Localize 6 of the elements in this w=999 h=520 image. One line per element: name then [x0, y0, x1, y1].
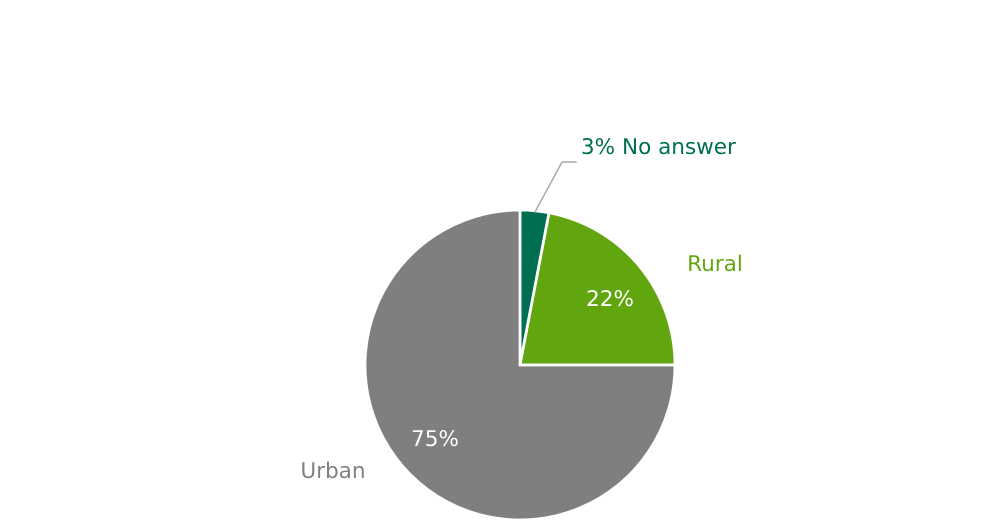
slice-label: Rural	[689, 254, 741, 272]
data-label: 22%	[588, 290, 633, 306]
slice-label: No answer	[624, 138, 736, 154]
data-label: 75%	[412, 430, 458, 446]
data-label: 3%	[582, 138, 614, 154]
slice-label: Urban	[302, 462, 364, 478]
